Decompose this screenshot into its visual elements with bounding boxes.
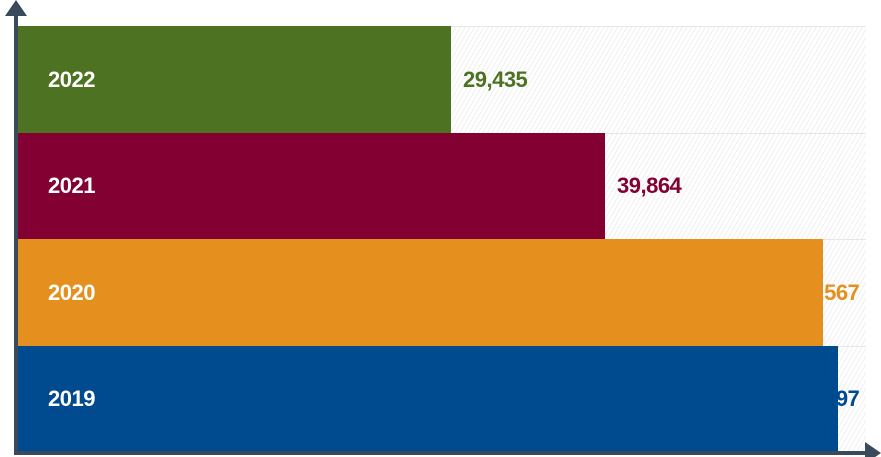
y-axis-arrow-icon xyxy=(5,0,27,16)
bar-2019 xyxy=(16,346,838,452)
value-label-2022: 29,435 xyxy=(463,66,528,92)
value-label-2021: 39,864 xyxy=(617,173,682,198)
category-label-2022: 2022 xyxy=(48,66,95,92)
category-label-2021: 2021 xyxy=(48,173,95,198)
bar-2022 xyxy=(16,26,451,133)
category-label-2020: 2020 xyxy=(48,279,95,305)
bar-2020 xyxy=(16,239,823,346)
value-label-2019: 55,597 xyxy=(795,386,860,411)
category-label-2019: 2019 xyxy=(48,386,95,411)
x-axis-arrow-icon xyxy=(865,442,881,457)
value-label-2020: 54,567 xyxy=(795,279,860,305)
bar-2021 xyxy=(16,133,605,239)
